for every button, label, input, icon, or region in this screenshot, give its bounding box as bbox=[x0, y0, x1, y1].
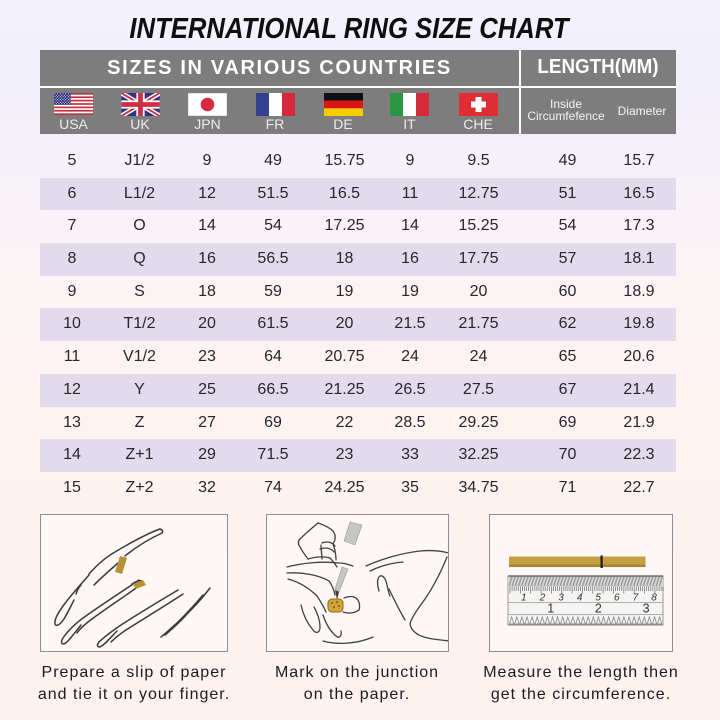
svg-text:5: 5 bbox=[595, 593, 601, 604]
svg-text:1: 1 bbox=[547, 602, 554, 616]
svg-text:6: 6 bbox=[614, 593, 620, 604]
svg-text:7: 7 bbox=[633, 593, 639, 604]
svg-text:2: 2 bbox=[595, 602, 602, 616]
svg-text:4: 4 bbox=[577, 593, 583, 604]
svg-text:3: 3 bbox=[558, 593, 564, 604]
svg-text:1: 1 bbox=[521, 593, 527, 604]
svg-text:8: 8 bbox=[651, 593, 657, 604]
svg-text:2: 2 bbox=[539, 593, 546, 604]
svg-text:3: 3 bbox=[643, 602, 650, 616]
